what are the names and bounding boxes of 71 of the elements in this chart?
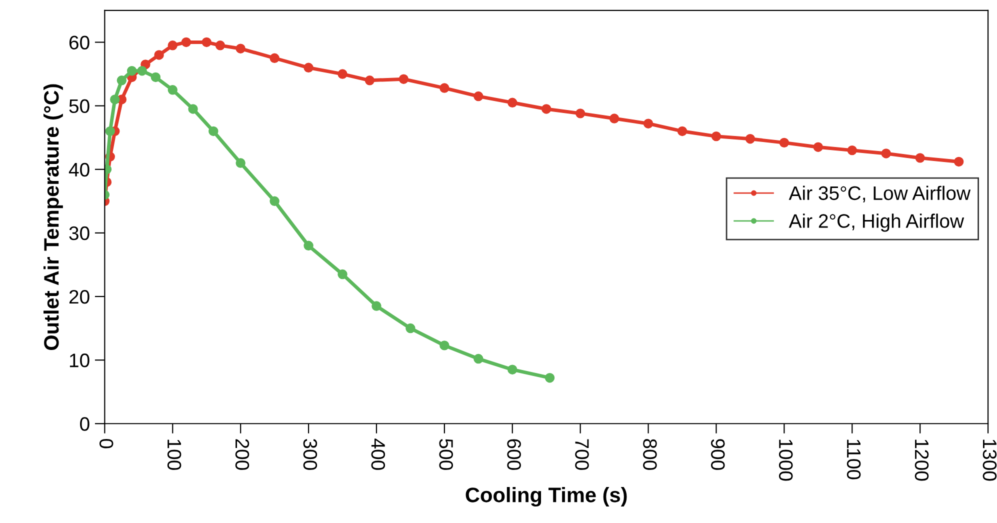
point — [847, 145, 857, 156]
x-tick-label: 700 — [575, 439, 589, 470]
point — [304, 240, 314, 251]
point — [110, 94, 120, 104]
y-tick-label: 40 — [68, 162, 90, 177]
x-tick-label: 200 — [235, 439, 250, 470]
point — [236, 158, 246, 168]
point — [168, 40, 178, 50]
point — [338, 69, 348, 79]
point — [440, 83, 450, 93]
legend-label: Air 35°C, Low Airflow — [788, 186, 971, 202]
point — [364, 76, 375, 86]
point — [188, 104, 198, 114]
x-tick-label: 300 — [303, 438, 318, 470]
point — [202, 37, 212, 48]
point — [270, 196, 280, 206]
x-tick-label: 1300 — [982, 440, 997, 481]
x-tick-label: 0 — [99, 438, 114, 448]
point — [643, 118, 654, 128]
x-tick-label: 900 — [711, 439, 725, 470]
point — [168, 85, 178, 95]
point — [915, 153, 925, 163]
point — [116, 76, 127, 86]
y-tick-label: 30 — [69, 226, 90, 240]
x-tick-label: 800 — [643, 439, 657, 470]
point — [779, 138, 790, 148]
y-axis-title: Outlet Air Temperature (°C) — [44, 84, 63, 350]
y-tick-label: 0 — [80, 417, 90, 431]
point — [881, 148, 891, 158]
point — [338, 269, 348, 280]
point — [304, 62, 314, 73]
point — [105, 126, 115, 136]
x-tick-label: 1000 — [778, 440, 793, 481]
point — [954, 156, 964, 167]
y-tick-label: 60 — [69, 36, 90, 50]
point — [575, 108, 586, 118]
point — [270, 53, 280, 63]
point — [541, 104, 552, 114]
x-tick-label: 1200 — [914, 440, 929, 481]
point — [677, 126, 688, 136]
x-tick-label: 100 — [167, 440, 182, 470]
point — [372, 301, 382, 311]
point — [711, 131, 722, 142]
point — [398, 74, 409, 84]
point — [474, 91, 484, 102]
point — [508, 364, 518, 374]
x-tick-label: 1100 — [846, 440, 861, 480]
point — [406, 323, 416, 334]
point — [127, 66, 137, 76]
point — [215, 40, 226, 50]
y-tick-label: 20 — [69, 290, 90, 304]
point — [508, 98, 518, 108]
point — [813, 142, 824, 152]
x-tick-label: 600 — [507, 439, 521, 470]
point — [154, 50, 164, 60]
point — [150, 72, 161, 82]
point — [745, 134, 756, 144]
x-axis-title: Cooling Time (s) — [466, 487, 627, 507]
legend-label: Air 2°C, High Airflow — [788, 214, 964, 232]
point — [181, 37, 192, 48]
point — [208, 126, 218, 136]
point — [137, 66, 147, 76]
x-tick-label: 400 — [371, 438, 386, 470]
x-tick-label: 500 — [439, 438, 453, 470]
point — [544, 373, 555, 383]
y-tick-label: 10 — [70, 354, 90, 368]
point — [474, 354, 484, 364]
point — [440, 340, 450, 350]
point — [236, 44, 246, 54]
y-tick-label: 50 — [69, 99, 90, 114]
point — [609, 114, 620, 124]
